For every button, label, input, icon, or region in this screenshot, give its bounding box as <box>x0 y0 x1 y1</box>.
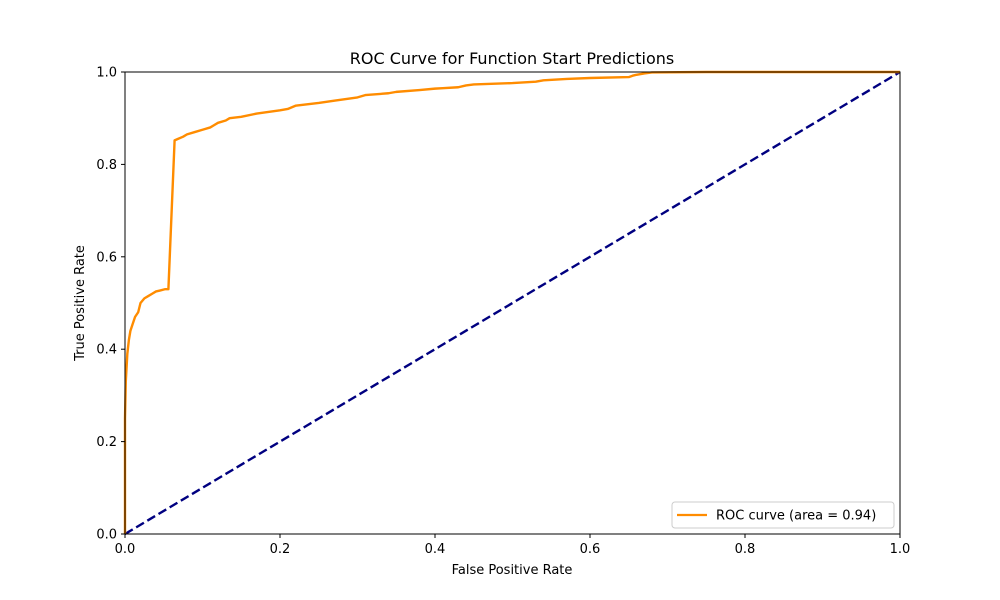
y-tick-label: 0.8 <box>96 158 117 173</box>
x-tick-label: 1.0 <box>890 542 911 557</box>
x-tick-label: 0.2 <box>270 542 291 557</box>
roc-curve-line <box>123 70 900 534</box>
x-tick-label: 0.4 <box>425 542 446 557</box>
x-axis: 0.0 0.2 0.4 0.6 0.8 1.0 <box>115 534 911 557</box>
x-tick-label: 0.6 <box>580 542 601 557</box>
y-tick-label: 0.4 <box>96 343 117 358</box>
y-axis-label: True Positive Rate <box>73 245 88 362</box>
y-tick-label: 0.2 <box>96 435 117 450</box>
plot-frame <box>124 71 901 535</box>
x-tick-label: 0.0 <box>115 542 136 557</box>
x-axis-label: False Positive Rate <box>452 563 573 578</box>
x-tick-label: 0.8 <box>735 542 756 557</box>
legend-box <box>671 501 895 529</box>
y-tick-label: 1.0 <box>96 66 117 81</box>
y-tick-label: 0.6 <box>96 250 117 265</box>
plot-area <box>123 70 901 536</box>
y-axis: 0.0 0.2 0.4 0.6 0.8 1.0 <box>96 66 125 543</box>
random-baseline-line <box>124 70 901 536</box>
legend-label: ROC curve (area = 0.94) <box>716 509 876 524</box>
legend: ROC curve (area = 0.94) <box>671 501 895 529</box>
y-tick-label: 0.0 <box>96 528 117 543</box>
chart-title: ROC Curve for Function Start Predictions <box>350 49 674 68</box>
